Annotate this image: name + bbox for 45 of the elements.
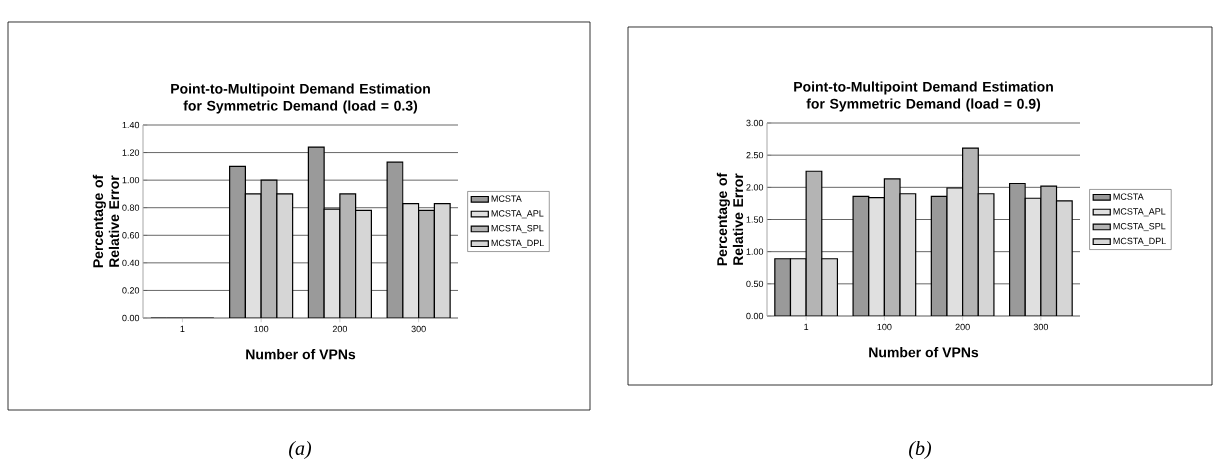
x-tick-label: 1: [804, 323, 809, 330]
y-tick-label: 0.00: [122, 314, 140, 322]
x-tick-label: 100: [254, 325, 269, 333]
legend-label: MCSTA_DPL: [491, 239, 544, 248]
x-axis-title: Number of VPNs: [246, 349, 356, 360]
legend-label: MCSTA_APL: [491, 210, 544, 219]
text: (a): [289, 440, 312, 460]
x-tick-label: 300: [411, 325, 426, 333]
bar: [821, 258, 839, 316]
x-tick-label: 100: [877, 323, 892, 331]
y-tick-label: 0.80: [122, 204, 140, 211]
y-tick-label: 2.50: [746, 151, 764, 159]
x-tick-label: 1: [180, 325, 185, 332]
bar: [868, 197, 885, 316]
legend-label: MCSTA_APL: [1113, 208, 1166, 217]
y-tick-label: 0.00: [746, 312, 764, 320]
y-tick-label: 3.00: [746, 119, 764, 127]
legend-label: MCSTA: [491, 195, 522, 202]
y-tick-label: 2.00: [746, 184, 764, 191]
bar: [355, 209, 372, 318]
y-axis-title: Percentage of Relative Error: [716, 172, 744, 266]
text: (b): [909, 440, 932, 460]
y-tick-label: 0.20: [122, 287, 140, 294]
y-tick-label: 0.50: [746, 280, 764, 288]
bar: [962, 147, 979, 316]
x-tick-label: 200: [955, 323, 970, 331]
x-axis-title: Number of VPNs: [869, 347, 979, 358]
legend-label: MCSTA_DPL: [1113, 237, 1166, 246]
legend-label: MCSTA_SPL: [1113, 223, 1166, 232]
x-tick-label: 200: [332, 325, 348, 333]
bar: [418, 209, 435, 318]
y-tick-label: 1.00: [122, 176, 140, 184]
legend-label: MCSTA: [1113, 193, 1144, 200]
legend-label: MCSTA_SPL: [491, 224, 544, 234]
y-tick-label: 0.40: [122, 259, 140, 267]
y-tick-label: 1.20: [122, 149, 140, 156]
x-tick-label: 300: [1033, 323, 1049, 331]
bar: [1055, 200, 1073, 316]
y-tick-label: 1.40: [122, 121, 140, 129]
chart-title: Point-to-Multipoint Demand Estimation for Symmetric Demand (load = 0.3): [171, 83, 430, 114]
chart-title: Point-to-Multipoint Demand Estimation for Symmetric Demand (load = 0.9): [794, 81, 1053, 112]
y-axis-title: Percentage of Relative Error: [92, 174, 120, 268]
y-tick-label: 1.50: [746, 216, 764, 223]
y-tick-label: 1.00: [746, 248, 764, 255]
y-tick-label: 0.60: [122, 232, 140, 239]
